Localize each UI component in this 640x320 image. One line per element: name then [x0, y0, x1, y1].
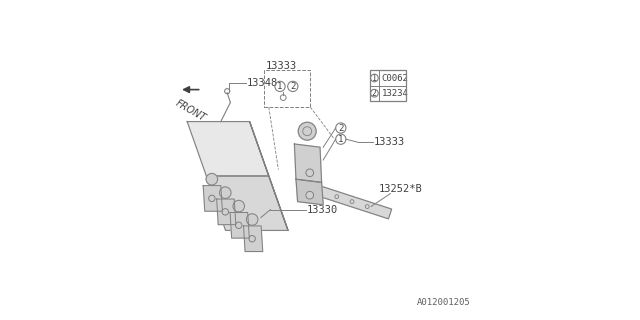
Text: C0062: C0062 — [381, 74, 408, 83]
Text: 2: 2 — [372, 89, 377, 98]
Polygon shape — [216, 199, 236, 225]
Polygon shape — [250, 122, 288, 230]
Text: 13252*B: 13252*B — [380, 184, 423, 194]
Text: 1: 1 — [277, 82, 283, 91]
Polygon shape — [206, 176, 288, 230]
Polygon shape — [312, 184, 392, 219]
Text: A012001205: A012001205 — [417, 298, 470, 307]
Polygon shape — [244, 226, 263, 252]
Circle shape — [306, 169, 314, 177]
Polygon shape — [204, 186, 223, 211]
Text: 1: 1 — [338, 135, 344, 144]
Text: 2: 2 — [290, 82, 296, 91]
Text: 13333: 13333 — [374, 137, 405, 148]
Circle shape — [220, 187, 231, 198]
Text: 13333: 13333 — [266, 60, 297, 71]
Circle shape — [298, 122, 316, 140]
Circle shape — [306, 191, 314, 199]
Bar — [264, 70, 310, 107]
Polygon shape — [230, 212, 250, 238]
Bar — [370, 70, 406, 101]
Polygon shape — [187, 122, 269, 176]
Circle shape — [206, 173, 218, 185]
Text: 1: 1 — [372, 74, 377, 83]
Text: 2: 2 — [338, 124, 344, 132]
Text: 13348: 13348 — [247, 78, 278, 88]
Circle shape — [233, 200, 244, 212]
Text: FRONT: FRONT — [173, 98, 207, 123]
Polygon shape — [296, 179, 323, 205]
Text: 13330: 13330 — [307, 204, 339, 215]
Text: 13234: 13234 — [381, 89, 408, 98]
Polygon shape — [294, 144, 322, 182]
Circle shape — [246, 214, 258, 225]
